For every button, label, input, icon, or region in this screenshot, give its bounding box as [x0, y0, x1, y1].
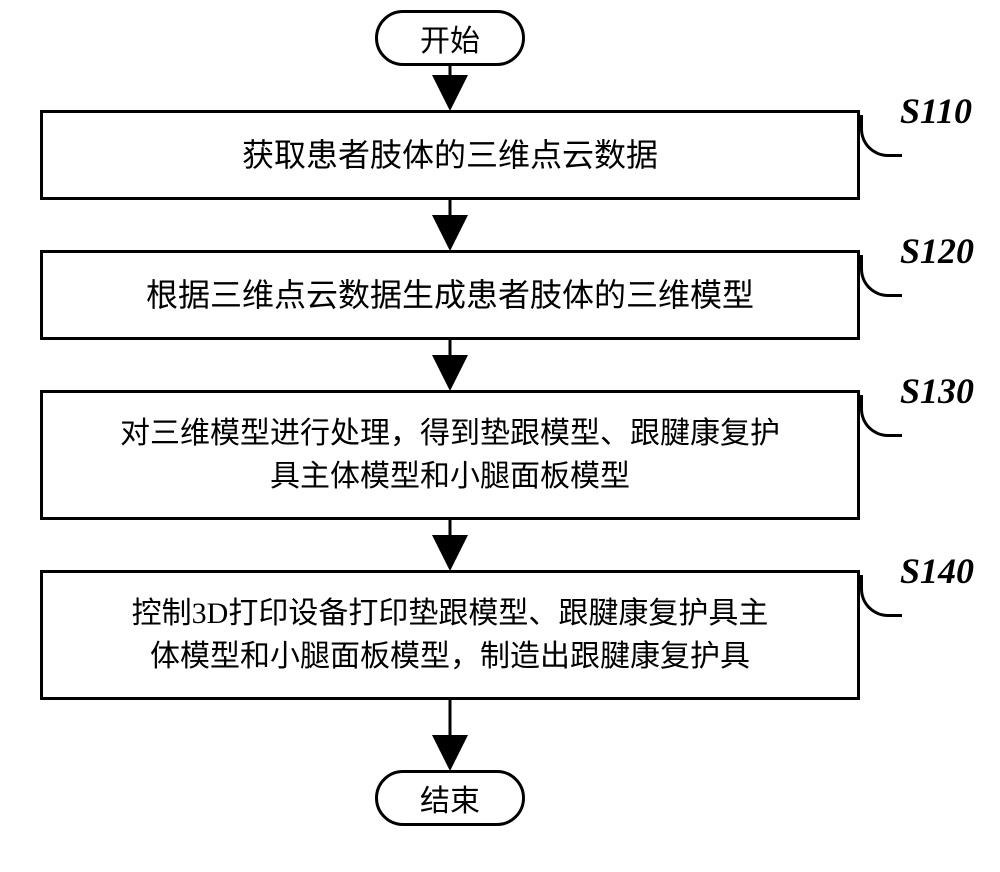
flowchart-canvas: 开始 获取患者肢体的三维点云数据 根据三维点云数据生成患者肢体的三维模型 对三维…	[0, 0, 1000, 872]
arrow-start-s110	[0, 0, 1000, 872]
